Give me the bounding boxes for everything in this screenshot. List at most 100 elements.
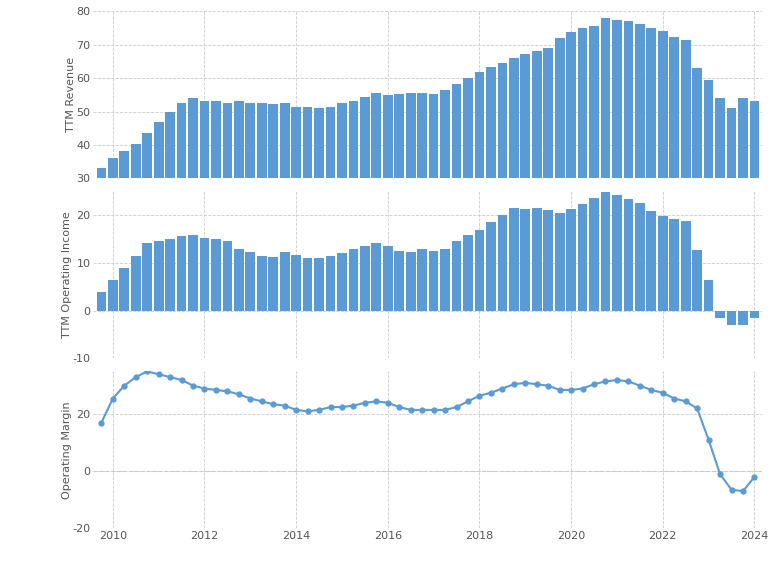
Bar <box>371 243 381 311</box>
Bar <box>497 63 507 178</box>
Bar <box>120 268 129 311</box>
Bar <box>555 213 565 311</box>
Bar <box>635 24 645 178</box>
Bar <box>612 20 622 178</box>
Bar <box>738 98 748 178</box>
Bar <box>475 229 485 311</box>
Bar <box>280 102 289 178</box>
Bar <box>360 97 370 178</box>
Bar <box>429 251 439 311</box>
Bar <box>727 311 736 325</box>
Bar <box>543 48 553 178</box>
Bar <box>738 311 748 325</box>
Bar <box>566 32 576 178</box>
Bar <box>257 102 267 178</box>
Bar <box>452 241 461 311</box>
Bar <box>142 243 152 311</box>
Bar <box>234 101 244 178</box>
Bar <box>578 204 587 311</box>
Bar <box>291 255 301 311</box>
Bar <box>314 258 324 311</box>
Bar <box>681 40 691 178</box>
Bar <box>165 239 175 311</box>
Bar <box>475 73 485 178</box>
Bar <box>509 208 519 311</box>
Y-axis label: TTM Revenue: TTM Revenue <box>66 57 76 132</box>
Bar <box>555 39 565 178</box>
Bar <box>749 311 759 318</box>
Bar <box>658 31 668 178</box>
Bar <box>749 101 759 178</box>
Bar <box>177 236 187 311</box>
Bar <box>692 249 702 311</box>
Bar <box>108 279 117 311</box>
Bar <box>692 68 702 178</box>
Bar <box>131 144 141 178</box>
Bar <box>349 101 359 178</box>
Bar <box>371 94 381 178</box>
Bar <box>589 26 599 178</box>
Bar <box>337 102 347 178</box>
Bar <box>303 107 313 178</box>
Bar <box>383 247 393 311</box>
Bar <box>177 102 187 178</box>
Bar <box>509 59 519 178</box>
Bar <box>337 253 347 311</box>
Bar <box>520 54 530 178</box>
Bar <box>704 80 713 178</box>
Bar <box>429 94 439 178</box>
Bar <box>211 101 221 178</box>
Bar <box>188 98 198 178</box>
Bar <box>601 193 611 311</box>
Bar <box>131 256 141 311</box>
Bar <box>578 28 587 178</box>
Bar <box>486 223 496 311</box>
Bar <box>532 208 541 311</box>
Bar <box>291 107 301 178</box>
Bar <box>245 252 255 311</box>
Bar <box>543 210 553 311</box>
Bar <box>612 195 622 311</box>
Bar <box>234 249 244 311</box>
Bar <box>360 247 370 311</box>
Bar <box>715 311 725 318</box>
Bar <box>406 94 415 178</box>
Bar <box>257 256 267 311</box>
Bar <box>532 51 541 178</box>
Bar <box>165 111 175 178</box>
Bar <box>623 199 633 311</box>
Bar <box>303 258 313 311</box>
Bar <box>635 203 645 311</box>
Y-axis label: Operating Margin: Operating Margin <box>62 401 72 499</box>
Bar <box>200 101 209 178</box>
Bar <box>406 252 415 311</box>
Bar <box>658 216 668 311</box>
Bar <box>440 249 450 311</box>
Bar <box>223 241 233 311</box>
Bar <box>108 158 117 178</box>
Bar <box>463 235 473 311</box>
Bar <box>681 221 691 311</box>
Bar <box>154 122 163 178</box>
Bar <box>727 108 736 178</box>
Bar <box>704 279 713 311</box>
Y-axis label: TTM Operating Income: TTM Operating Income <box>62 211 72 338</box>
Bar <box>520 209 530 311</box>
Bar <box>96 168 107 178</box>
Bar <box>497 215 507 311</box>
Bar <box>589 198 599 311</box>
Bar <box>314 108 324 178</box>
Bar <box>245 102 255 178</box>
Bar <box>200 237 209 311</box>
Bar <box>669 37 679 178</box>
Bar <box>715 98 725 178</box>
Bar <box>268 257 278 311</box>
Bar <box>326 107 335 178</box>
Bar <box>349 249 359 311</box>
Bar <box>154 241 163 311</box>
Bar <box>188 235 198 311</box>
Bar <box>268 103 278 178</box>
Bar <box>326 256 335 311</box>
Bar <box>280 252 289 311</box>
Bar <box>96 291 107 311</box>
